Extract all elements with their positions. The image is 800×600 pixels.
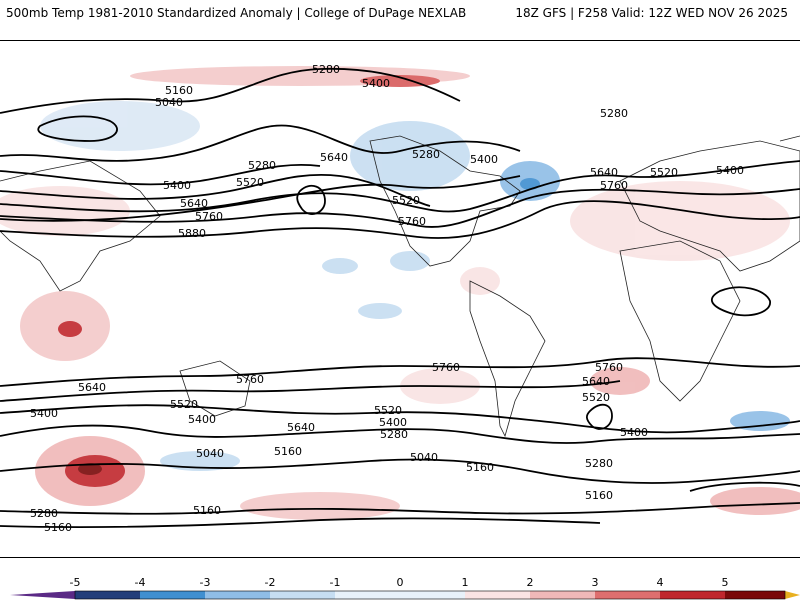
colorbar-tick: -4: [134, 576, 146, 589]
contour-label: 5160: [193, 504, 221, 517]
contour-label: 5280: [412, 148, 440, 161]
colorbar-tick: 5: [721, 576, 729, 589]
contour-label: 5040: [410, 451, 438, 464]
contour-label: 5760: [595, 361, 623, 374]
contour-label: 5640: [320, 151, 348, 164]
contour-label: 5520: [650, 166, 678, 179]
colorbar-tick: -3: [199, 576, 211, 589]
contour-label: 5760: [600, 179, 628, 192]
contour-labels: 5280 5400 5160 5040 5640 5280 5520 5400 …: [30, 63, 744, 534]
contour-label: 5400: [716, 164, 744, 177]
colorbar-seg: [725, 591, 785, 599]
colorbar-tick: 3: [591, 576, 599, 589]
colorbar-tick: -1: [329, 576, 341, 589]
model-run-info: 18Z GFS | F258 Valid: 12Z WED NOV 26 202…: [515, 6, 788, 20]
colorbar-seg: [595, 591, 660, 599]
contour-label: 5400: [470, 153, 498, 166]
colorbar-seg: [660, 591, 725, 599]
colorbar-tick: -2: [264, 576, 276, 589]
colorbar-seg: [465, 591, 530, 599]
contour-label: 5040: [155, 96, 183, 109]
contour-label: 5400: [362, 77, 390, 90]
contour-label: 5400: [379, 416, 407, 429]
colorbar-seg: [785, 591, 800, 599]
contour-label: 5160: [274, 445, 302, 458]
contour-label: 5520: [582, 391, 610, 404]
height-contours: [0, 67, 800, 529]
colorbar-tick: 1: [461, 576, 469, 589]
contour-label: 5520: [374, 404, 402, 417]
contour-label: 5280: [248, 159, 276, 172]
contour-label: 5640: [78, 381, 106, 394]
colorbar-seg: [10, 591, 75, 599]
contour-label: 5040: [196, 447, 224, 460]
colorbar-tick: 2: [526, 576, 534, 589]
contour-label: 5280: [600, 107, 628, 120]
colorbar-seg: [140, 591, 205, 599]
contour-label: 5160: [585, 489, 613, 502]
contour-label: 5520: [170, 398, 198, 411]
contour-label: 5520: [236, 176, 264, 189]
colorbar-seg: [270, 591, 335, 599]
map-title: 500mb Temp 1981-2010 Standardized Anomal…: [6, 6, 467, 20]
colorbar-tick: 4: [656, 576, 664, 589]
colorbar-seg: [335, 591, 465, 599]
contour-label: 5280: [585, 457, 613, 470]
contour-label: 5880: [178, 227, 206, 240]
contour-label: 5760: [236, 373, 264, 386]
contour-label: 5400: [30, 407, 58, 420]
contour-label: 5640: [582, 375, 610, 388]
contour-label: 5640: [287, 421, 315, 434]
contour-label: 5280: [312, 63, 340, 76]
contour-label: 5160: [44, 521, 72, 534]
contour-label: 5640: [590, 166, 618, 179]
colorbar-tick: -5: [69, 576, 81, 589]
contour-label: 5520: [392, 194, 420, 207]
colorbar-tick: 0: [396, 576, 404, 589]
contour-label: 5760: [195, 210, 223, 223]
contour-label: 5160: [165, 84, 193, 97]
colorbar-seg: [75, 591, 140, 599]
anomaly-colorbar: [10, 590, 800, 600]
contour-label: 5760: [432, 361, 460, 374]
contour-label: 5160: [466, 461, 494, 474]
contour-label: 5400: [188, 413, 216, 426]
contour-label: 5760: [398, 215, 426, 228]
colorbar-seg: [530, 591, 595, 599]
contour-label: 5400: [163, 179, 191, 192]
contour-label: 5400: [620, 426, 648, 439]
colorbar-seg: [205, 591, 270, 599]
map-panel: 5280 5400 5160 5040 5640 5280 5520 5400 …: [0, 40, 800, 558]
contour-label: 5280: [30, 507, 58, 520]
contour-label: 5640: [180, 197, 208, 210]
contour-label: 5280: [380, 428, 408, 441]
